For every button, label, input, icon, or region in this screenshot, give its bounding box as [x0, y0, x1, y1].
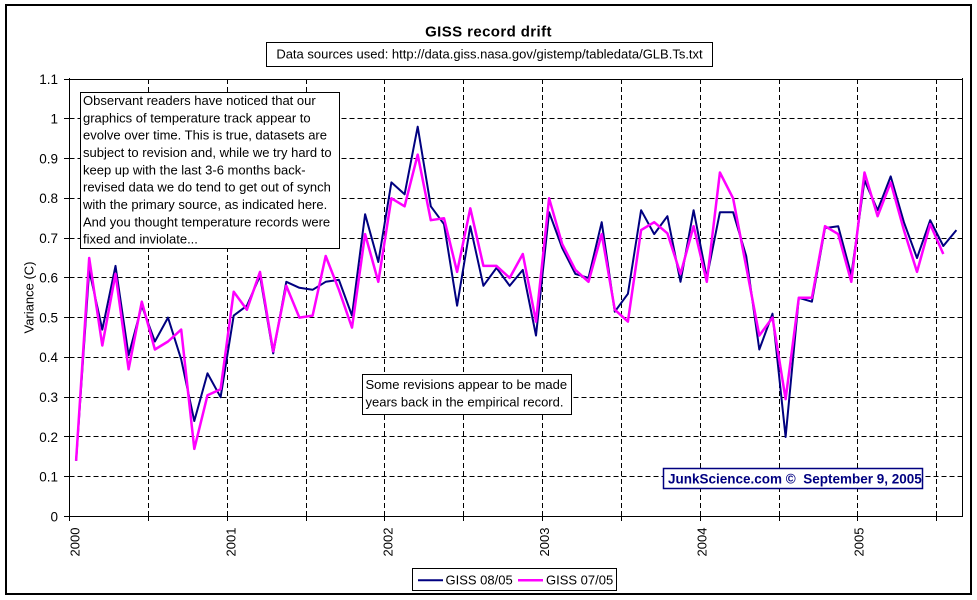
svg-text:2000: 2000: [68, 528, 83, 557]
svg-text:0: 0: [50, 509, 58, 524]
svg-text:0.6: 0.6: [39, 271, 58, 286]
svg-text:0.8: 0.8: [39, 191, 58, 206]
svg-text:0.1: 0.1: [39, 470, 58, 485]
svg-text:JunkScience.com © September 9: JunkScience.com © September 9, 2005: [668, 472, 922, 487]
svg-text:graphics of temperature track: graphics of temperature track appear to: [83, 110, 311, 125]
svg-text:GISS 08/05: GISS 08/05: [446, 573, 513, 588]
svg-text:2003: 2003: [537, 528, 552, 557]
svg-text:keep up with the last 3-6 mont: keep up with the last 3-6 months back-: [83, 162, 306, 177]
svg-text:2005: 2005: [852, 528, 867, 557]
svg-text:1: 1: [50, 112, 58, 127]
svg-text:GISS 07/05: GISS 07/05: [546, 573, 613, 588]
svg-text:fixed and inviolate...: fixed and inviolate...: [83, 232, 198, 247]
svg-text:evolve over time. This is true: evolve over time. This is true, datasets…: [83, 128, 327, 143]
svg-text:years back in the empirical re: years back in the empirical record.: [366, 394, 564, 409]
svg-text:Observant readers have noticed: Observant readers have noticed that our: [83, 93, 316, 108]
svg-text:revised data we do tend to get: revised data we do tend to get out of sy…: [83, 180, 331, 195]
svg-text:0.5: 0.5: [39, 310, 58, 325]
svg-text:Variance (C): Variance (C): [22, 261, 37, 333]
svg-text:And you thought temperature re: And you thought temperature records were: [83, 214, 330, 229]
svg-text:1.1: 1.1: [39, 72, 58, 87]
svg-text:subject to revision and, while: subject to revision and, while we try ha…: [83, 145, 332, 160]
svg-text:2004: 2004: [695, 528, 710, 557]
svg-text:2002: 2002: [381, 528, 396, 557]
svg-text:0.2: 0.2: [39, 430, 58, 445]
svg-text:0.4: 0.4: [39, 350, 58, 365]
svg-text:2001: 2001: [224, 528, 239, 557]
svg-text:GISS record drift: GISS record drift: [425, 24, 552, 41]
svg-text:0.9: 0.9: [39, 151, 58, 166]
svg-text:0.7: 0.7: [39, 231, 58, 246]
svg-text:Data sources used: http://data: Data sources used: http://data.giss.nasa…: [276, 47, 703, 62]
svg-text:Some revisions appear to be ma: Some revisions appear to be made: [366, 377, 568, 392]
svg-text:0.3: 0.3: [39, 390, 58, 405]
svg-text:with the primary source, as in: with the primary source, as indicated he…: [82, 197, 327, 212]
